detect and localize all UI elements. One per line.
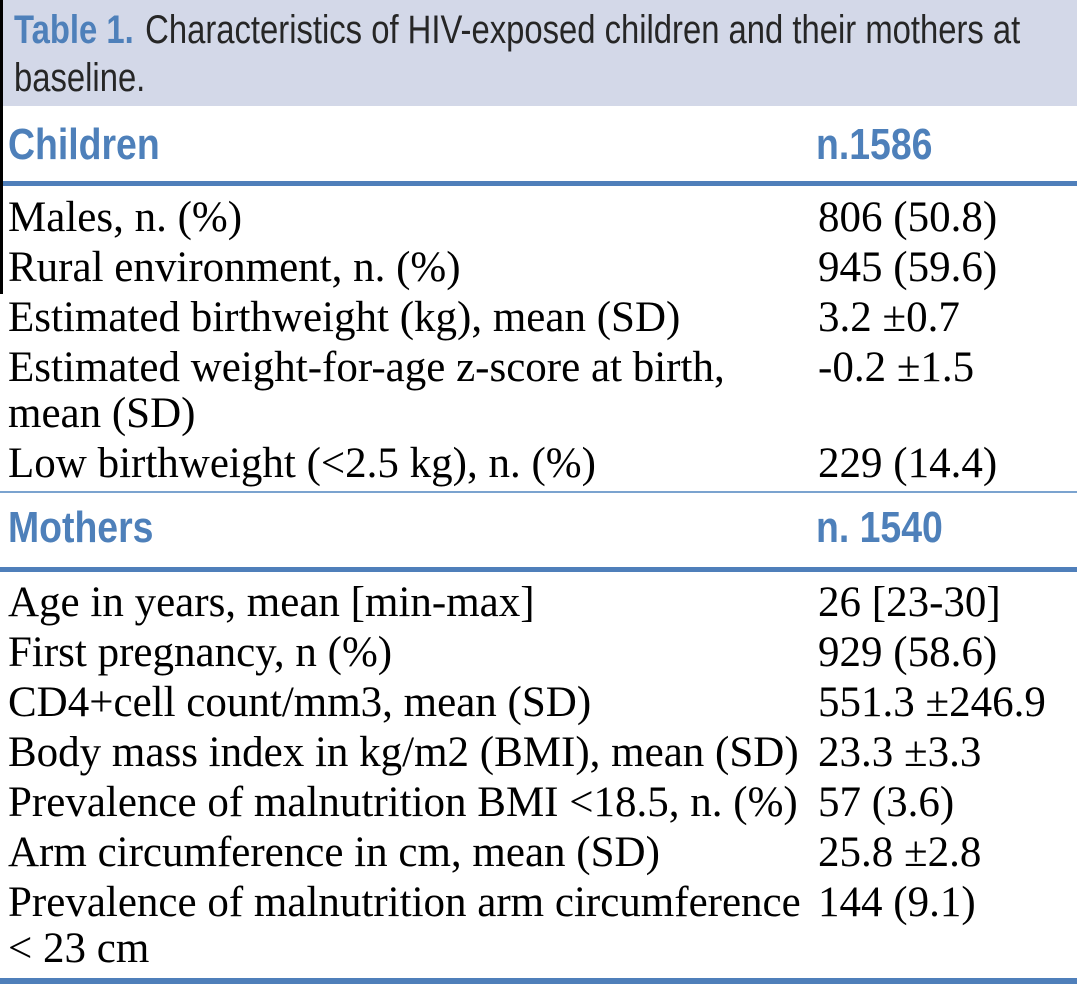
table-row: Age in years, mean [min-max] 26 [23-30] [0, 578, 1077, 628]
section-count-text: n. 1540 [816, 503, 943, 552]
section-count: n.1586 [816, 122, 1077, 168]
table-bottom-rule [0, 978, 1077, 984]
row-label: Estimated birthweight (kg), mean (SD) [8, 294, 681, 341]
row-label: Males, n. (%) [8, 194, 243, 241]
row-label: Body mass index in kg/m2 (BMI), mean (SD… [8, 729, 799, 776]
row-label: Estimated weight-for-age z-score at birt… [8, 344, 725, 437]
section-name-text: Children [8, 120, 160, 169]
row-label: First pregnancy, n (%) [8, 629, 393, 676]
row-value: 3.2 ±0.7 [818, 294, 960, 341]
row-value: 26 [23-30] [818, 579, 1001, 626]
row-value: 25.8 ±2.8 [818, 829, 982, 876]
section-name: Children [8, 122, 816, 168]
table-row: Prevalence of malnutrition BMI <18.5, n.… [0, 778, 1077, 828]
table-caption-band: Table 1. Characteristics of HIV-exposed c… [0, 0, 1077, 106]
row-value: 144 (9.1) [818, 879, 976, 926]
row-label: CD4+cell count/mm3, mean (SD) [8, 679, 592, 726]
table-row: CD4+cell count/mm3, mean (SD) 551.3 ±246… [0, 678, 1077, 728]
row-value: -0.2 ±1.5 [818, 344, 975, 391]
table-row: First pregnancy, n (%) 929 (58.6) [0, 628, 1077, 678]
row-value: 945 (59.6) [818, 244, 998, 291]
row-value: 551.3 ±246.9 [818, 679, 1046, 726]
section-count-text: n.1586 [816, 120, 933, 169]
row-value: 929 (58.6) [818, 629, 998, 676]
row-label: Prevalence of malnutrition arm circumfer… [8, 879, 801, 972]
children-rows: Males, n. (%) 806 (50.8) Rural environme… [0, 186, 1077, 489]
row-label: Low birthweight (<2.5 kg), n. (%) [8, 440, 596, 487]
row-value: 806 (50.8) [818, 194, 998, 241]
table-number-label: Table 1. [14, 8, 134, 52]
table-row: Low birthweight (<2.5 kg), n. (%) 229 (1… [0, 439, 1077, 489]
row-label: Prevalence of malnutrition BMI <18.5, n.… [8, 779, 798, 826]
table-row: Body mass index in kg/m2 (BMI), mean (SD… [0, 728, 1077, 778]
row-label: Age in years, mean [min-max] [8, 579, 535, 626]
table-caption-text: Characteristics of HIV-exposed children … [14, 8, 1021, 100]
table-row: Males, n. (%) 806 (50.8) [0, 193, 1077, 243]
table-row: Prevalence of malnutrition arm circumfer… [0, 878, 1077, 974]
table-row: Estimated weight-for-age z-score at birt… [0, 343, 1077, 439]
row-label: Rural environment, n. (%) [8, 244, 461, 291]
table-row: Rural environment, n. (%) 945 (59.6) [0, 243, 1077, 293]
divider-under-mothers-header [0, 567, 1077, 572]
section-count: n. 1540 [816, 505, 1077, 551]
table-row: Estimated birthweight (kg), mean (SD) 3.… [0, 293, 1077, 343]
row-value: 23.3 ±3.3 [818, 729, 982, 776]
table-row: Arm circumference in cm, mean (SD) 25.8 … [0, 828, 1077, 878]
section-header-children: Children n.1586 [0, 106, 1077, 181]
divider-between-sections [0, 491, 1077, 493]
row-label: Arm circumference in cm, mean (SD) [8, 829, 660, 876]
table-caption: Table 1. Characteristics of HIV-exposed c… [14, 6, 1077, 102]
left-edge-crop-artifact [0, 0, 3, 294]
divider-under-children-header [0, 181, 1077, 186]
section-header-mothers: Mothers n. 1540 [0, 493, 1077, 567]
section-name-text: Mothers [8, 503, 154, 552]
row-value: 57 (3.6) [818, 779, 955, 826]
row-value: 229 (14.4) [818, 440, 998, 487]
mothers-rows: Age in years, mean [min-max] 26 [23-30] … [0, 572, 1077, 974]
section-name: Mothers [8, 505, 816, 551]
